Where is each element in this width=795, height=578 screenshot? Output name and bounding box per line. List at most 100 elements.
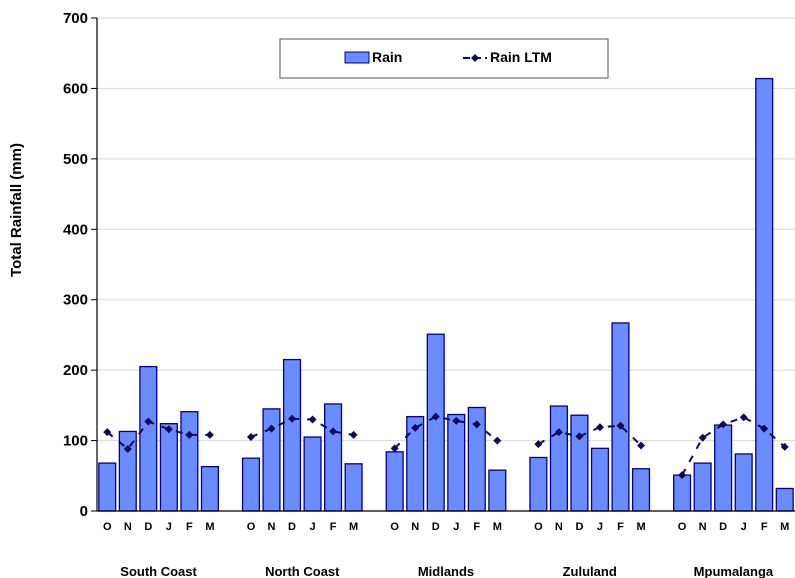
rain-ltm-series bbox=[103, 412, 789, 480]
ltm-point bbox=[246, 433, 255, 442]
month-label: M bbox=[493, 521, 502, 533]
ltm-line bbox=[537, 424, 642, 447]
month-label: F bbox=[186, 521, 193, 533]
month-label: J bbox=[741, 521, 747, 533]
rain-bar bbox=[611, 322, 630, 512]
ltm-point bbox=[739, 413, 748, 422]
legend-ltm-marker bbox=[471, 54, 479, 62]
ltm-point bbox=[493, 436, 502, 445]
legend-rain-swatch bbox=[344, 51, 370, 64]
ltm-line bbox=[681, 416, 786, 476]
y-tick-label: 700 bbox=[63, 10, 88, 27]
gridlines bbox=[97, 17, 795, 442]
month-label: O bbox=[534, 521, 543, 533]
month-label: O bbox=[103, 521, 112, 533]
rain-bar bbox=[714, 424, 733, 512]
y-tick-label: 200 bbox=[63, 362, 88, 379]
ltm-point bbox=[390, 444, 399, 453]
month-label: F bbox=[473, 521, 480, 533]
rain-bar bbox=[98, 462, 117, 512]
ltm-point bbox=[575, 432, 584, 441]
rain-bar bbox=[775, 487, 794, 512]
axes bbox=[91, 17, 795, 512]
month-label: N bbox=[124, 521, 132, 533]
rain-bar bbox=[488, 469, 507, 512]
ltm-point bbox=[123, 445, 132, 454]
rain-bar bbox=[159, 423, 178, 512]
rain-bar bbox=[631, 468, 651, 512]
rain-bar bbox=[324, 403, 343, 512]
month-label: N bbox=[268, 521, 276, 533]
ltm-point bbox=[411, 423, 420, 432]
group-label: Midlands bbox=[418, 564, 474, 578]
ltm-point bbox=[595, 423, 604, 432]
ltm-point bbox=[780, 442, 789, 451]
group-label: Zululand bbox=[563, 564, 617, 578]
month-label: M bbox=[349, 521, 358, 533]
x-group-labels: South Coast North Coast Midlands Zululand Mp… bbox=[120, 564, 774, 578]
month-label: J bbox=[309, 521, 315, 533]
rain-bar bbox=[426, 333, 445, 512]
rain-bar bbox=[693, 462, 712, 512]
month-label: J bbox=[453, 521, 459, 533]
rain-bar bbox=[734, 453, 753, 512]
ltm-point bbox=[185, 430, 194, 439]
y-tick-label: 600 bbox=[63, 80, 88, 97]
ltm-point bbox=[164, 425, 173, 434]
group-label: North Coast bbox=[265, 564, 340, 578]
ltm-point bbox=[267, 424, 276, 433]
ltm-point bbox=[678, 471, 687, 480]
legend: Rain Rain LTM bbox=[279, 38, 609, 79]
rain-bar bbox=[262, 408, 281, 512]
rain-bar bbox=[385, 451, 404, 512]
ltm-point bbox=[452, 416, 461, 425]
month-label: O bbox=[678, 521, 687, 533]
group-label: Mpumalanga bbox=[694, 564, 774, 578]
legend-box bbox=[279, 38, 609, 79]
ltm-point bbox=[308, 415, 317, 424]
legend-rain-label: Rain bbox=[372, 49, 402, 65]
month-label: J bbox=[166, 521, 172, 533]
ltm-point bbox=[554, 428, 563, 437]
ltm-point bbox=[431, 412, 440, 421]
y-tick-label: 0 bbox=[80, 503, 88, 520]
month-label: D bbox=[144, 521, 152, 533]
rain-bar bbox=[570, 414, 589, 512]
ltm-point bbox=[534, 440, 543, 449]
ltm-line bbox=[393, 415, 498, 450]
y-tick-label: 500 bbox=[63, 151, 88, 168]
rain-bar bbox=[590, 447, 610, 512]
month-label: M bbox=[205, 521, 214, 533]
y-axis-label: Total Rainfall (mm) bbox=[8, 143, 25, 277]
rain-bar bbox=[303, 436, 322, 512]
month-label: N bbox=[555, 521, 563, 533]
month-label: N bbox=[411, 521, 419, 533]
month-label: D bbox=[288, 521, 296, 533]
rain-bar bbox=[139, 365, 158, 512]
rain-bar bbox=[755, 77, 774, 512]
rain-bar bbox=[529, 456, 548, 512]
month-label: D bbox=[719, 521, 727, 533]
ltm-point bbox=[288, 414, 297, 423]
rain-bar bbox=[241, 457, 261, 512]
y-tick-label: 300 bbox=[63, 292, 88, 309]
rain-bar bbox=[344, 463, 363, 512]
month-label: F bbox=[761, 521, 768, 533]
month-label: F bbox=[330, 521, 337, 533]
month-label: J bbox=[597, 521, 603, 533]
ltm-point bbox=[103, 428, 112, 437]
ltm-point bbox=[637, 441, 646, 450]
ltm-point bbox=[205, 430, 214, 439]
rain-bar bbox=[180, 411, 199, 512]
month-label: D bbox=[432, 521, 440, 533]
y-tick-label: 400 bbox=[63, 221, 88, 238]
group-label: South Coast bbox=[120, 564, 197, 578]
rain-bar bbox=[549, 405, 568, 512]
month-label: D bbox=[575, 521, 583, 533]
ltm-point bbox=[349, 430, 358, 439]
ltm-line bbox=[250, 417, 354, 438]
ltm-point bbox=[472, 420, 481, 429]
ltm-point bbox=[329, 427, 338, 436]
y-tick-label: 100 bbox=[63, 433, 88, 450]
